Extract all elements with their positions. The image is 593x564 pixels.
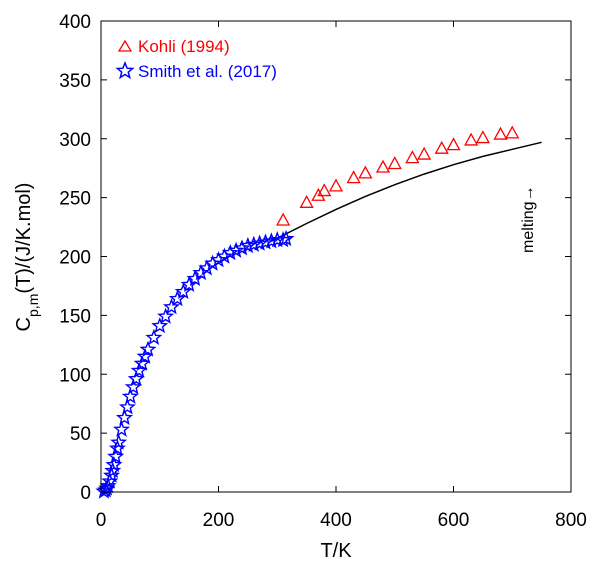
legend-star-marker [115,60,135,80]
legend-item-kohli: Kohli (1994) [117,37,230,56]
fit-line-layer [271,141,542,242]
smith-point [124,378,142,395]
kohli-point [405,150,420,164]
y-tick-label: 0 [80,483,91,504]
smith-point [105,455,123,473]
x-tick-label: 600 [438,510,470,531]
smith-point [157,307,175,324]
legend-item-smith: Smith et al. (2017) [115,60,277,81]
kohli-point [317,183,332,197]
x-tick-label: 0 [96,510,107,531]
kohli-point [276,212,291,226]
smith-point [139,340,157,357]
legend: Kohli (1994) Smith et al. (2017) [115,37,277,81]
y-axis-title: Cp,m(T)/(J/K.mol) [13,183,41,332]
smith-point [174,282,192,300]
smith-point [113,420,131,437]
y-tick-label: 300 [59,130,91,151]
kohli-point [493,126,508,140]
y-tick-label: 350 [59,71,91,92]
melting-annotation: melting→ [520,185,537,253]
y-axis-title-rest: (T)/(J/K.mol) [13,183,35,294]
smith-point [251,234,269,251]
y-tick-label: 150 [59,306,91,327]
x-axis-title: T/K [320,540,352,562]
kohli-point [328,178,344,192]
kohli-point [417,146,432,160]
kohli-point [505,125,520,139]
smith-point [107,447,125,464]
smith-point [245,235,263,253]
smith-point [192,264,210,281]
smith-point [162,298,181,315]
smith-point [115,408,134,426]
smith-point [256,233,275,250]
kohli-point [475,130,490,144]
y-tick-label: 400 [59,12,91,33]
smith-point [110,433,128,450]
smith-point [239,236,257,254]
smith-point [277,229,295,247]
kohli-point [358,165,373,179]
kohli-point [464,132,479,146]
smith-point [204,254,222,271]
ticks-layer: 0 200 400 600 800 0 50 100 150 200 250 300 350 400 [59,12,587,531]
smith-point [145,328,163,346]
y-tick-label: 100 [59,365,91,386]
plot-frame [100,20,572,493]
kohli-point [446,137,461,151]
y-tick-label: 200 [59,248,91,269]
x-tick-label: 200 [203,510,235,531]
y-tick-label: 250 [59,189,91,210]
smith-point [168,289,186,307]
smith-point [118,398,136,415]
legend-label-kohli: Kohli (1994) [138,37,230,56]
kohli-point [311,187,326,201]
smith-point [151,317,169,334]
legend-triangle-marker [117,39,133,52]
kohli-point [299,194,314,208]
smith-point [227,241,245,258]
kohli-point [375,159,391,173]
x-tick-label: 800 [555,510,587,531]
kohli-series-layer [276,125,520,226]
kohli-point [346,170,361,184]
fit-curve [271,141,542,242]
y-tick-label: 50 [70,424,91,445]
smith-point [127,370,145,387]
legend-label-smith: Smith et al. (2017) [138,62,277,81]
y-axis-title-subscript: p,m [25,294,41,317]
x-tick-label: 400 [320,510,352,531]
smith-point [121,387,139,404]
smith-point [221,244,239,261]
smith-point [233,239,251,256]
smith-point [209,251,228,268]
smith-point [198,259,216,276]
kohli-point [434,140,449,154]
smith-point [268,231,286,248]
smith-series-layer [95,229,295,499]
kohli-point [387,156,402,170]
y-axis-title-main: C [13,317,35,331]
smith-point [262,232,280,249]
smith-point [215,247,233,264]
